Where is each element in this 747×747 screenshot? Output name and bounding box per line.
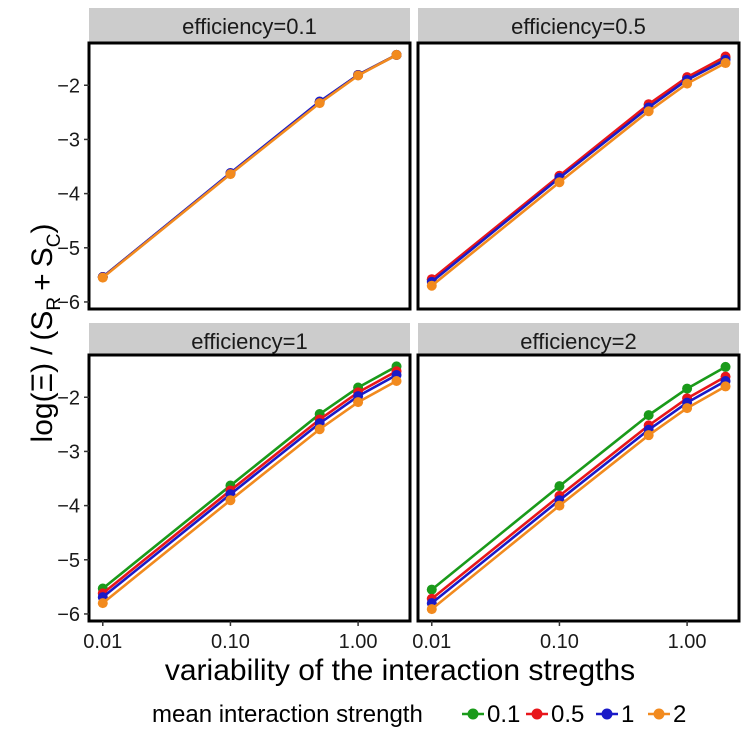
data-point-2 <box>225 169 236 180</box>
panel-border <box>87 353 412 623</box>
panel-efficiency-2: efficiency=2 0.01 0.10 1.00 <box>412 323 741 653</box>
facet-strip <box>418 8 739 43</box>
y-axis-title-text: log(Ξ)/(SR+SC) <box>26 224 65 443</box>
data-point-2 <box>720 58 731 69</box>
legend-label: 1 <box>621 701 634 728</box>
y-tick-label: −5 <box>57 550 80 572</box>
data-point-2 <box>225 495 236 506</box>
data-point-0.1 <box>643 410 654 421</box>
data-point-2 <box>97 598 108 609</box>
data-point-0.1 <box>682 383 693 394</box>
legend-key-point <box>531 708 543 720</box>
panel-efficiency-1: efficiency=1 −6 −5 −4 −3 −2 0.01 0.10 1.00 <box>57 323 412 653</box>
data-point-0.1 <box>426 584 437 595</box>
legend-label: 0.1 <box>487 701 520 728</box>
legend-items: 0.1 0.5 1 2 <box>462 701 686 728</box>
legend-item-1: 1 <box>596 701 634 728</box>
x-tick-label: 0.01 <box>83 631 122 653</box>
data-point-0.1 <box>554 481 565 492</box>
data-point-2 <box>391 376 402 387</box>
legend-key-point <box>653 708 665 720</box>
data-point-2 <box>353 397 364 408</box>
data-point-0.1 <box>720 361 731 372</box>
legend-label: 0.5 <box>551 701 584 728</box>
legend-title: mean interaction strength <box>152 701 423 728</box>
facet-strip-label: efficiency=0.5 <box>511 14 646 39</box>
facet-strip-label: efficiency=1 <box>191 329 307 354</box>
y-tick-label: −4 <box>57 184 80 206</box>
x-tick-label: 0.10 <box>211 631 250 653</box>
facet-strip <box>89 323 410 358</box>
legend-item-0.1: 0.1 <box>462 701 520 728</box>
legend-label: 2 <box>673 701 686 728</box>
x-tick-label: 1.00 <box>339 631 378 653</box>
legend-item-0.5: 0.5 <box>526 701 584 728</box>
data-point-2 <box>682 78 693 89</box>
data-point-2 <box>314 424 325 435</box>
data-point-2 <box>97 272 108 283</box>
facet-strip-label: efficiency=2 <box>520 329 636 354</box>
data-point-2 <box>314 98 325 109</box>
x-tick-label: 1.00 <box>668 631 707 653</box>
data-point-2 <box>554 177 565 188</box>
facet-strip <box>89 8 410 43</box>
plot-area <box>89 43 410 309</box>
y-tick-label: −3 <box>57 129 80 151</box>
data-point-2 <box>554 500 565 511</box>
x-axis-title: variability of the interaction stregths <box>165 654 635 687</box>
y-tick-label: −4 <box>57 496 80 518</box>
facet-strip-label: efficiency=0.1 <box>182 14 317 39</box>
legend-key-point <box>467 708 479 720</box>
data-point-2 <box>720 381 731 392</box>
data-point-2 <box>682 403 693 414</box>
data-point-2 <box>426 280 437 291</box>
legend-item-2: 2 <box>648 701 686 728</box>
panel-efficiency-0.5: efficiency=0.5 <box>416 8 741 311</box>
legend: mean interaction strength 0.1 0.5 1 2 <box>152 701 686 728</box>
panel-efficiency-0.1: efficiency=0.1 −6 −5 −4 −3 −2 <box>57 8 412 314</box>
y-tick-label: −5 <box>57 238 80 260</box>
y-tick-label: −2 <box>57 75 80 97</box>
x-tick-label: 0.01 <box>412 631 451 653</box>
legend-key-point <box>601 708 613 720</box>
y-tick-label: −6 <box>57 604 80 626</box>
y-tick-label: −3 <box>57 441 80 463</box>
data-point-2 <box>426 604 437 615</box>
data-point-2 <box>643 430 654 441</box>
panels-layer: efficiency=0.1 −6 −5 −4 −3 −2 efficiency=0.5 ef… <box>57 8 741 653</box>
panel-border <box>416 41 741 311</box>
x-tick-label: 0.10 <box>540 631 579 653</box>
panel-border <box>416 353 741 623</box>
data-point-2 <box>353 70 364 81</box>
y-axis-title: log(Ξ)/(SR+SC) <box>26 224 65 443</box>
panel-border <box>87 41 412 311</box>
data-point-2 <box>391 49 402 60</box>
y-tick-label: −2 <box>57 387 80 409</box>
data-point-2 <box>643 106 654 117</box>
y-tick-label: −6 <box>57 292 80 314</box>
facet-strip <box>418 323 739 358</box>
